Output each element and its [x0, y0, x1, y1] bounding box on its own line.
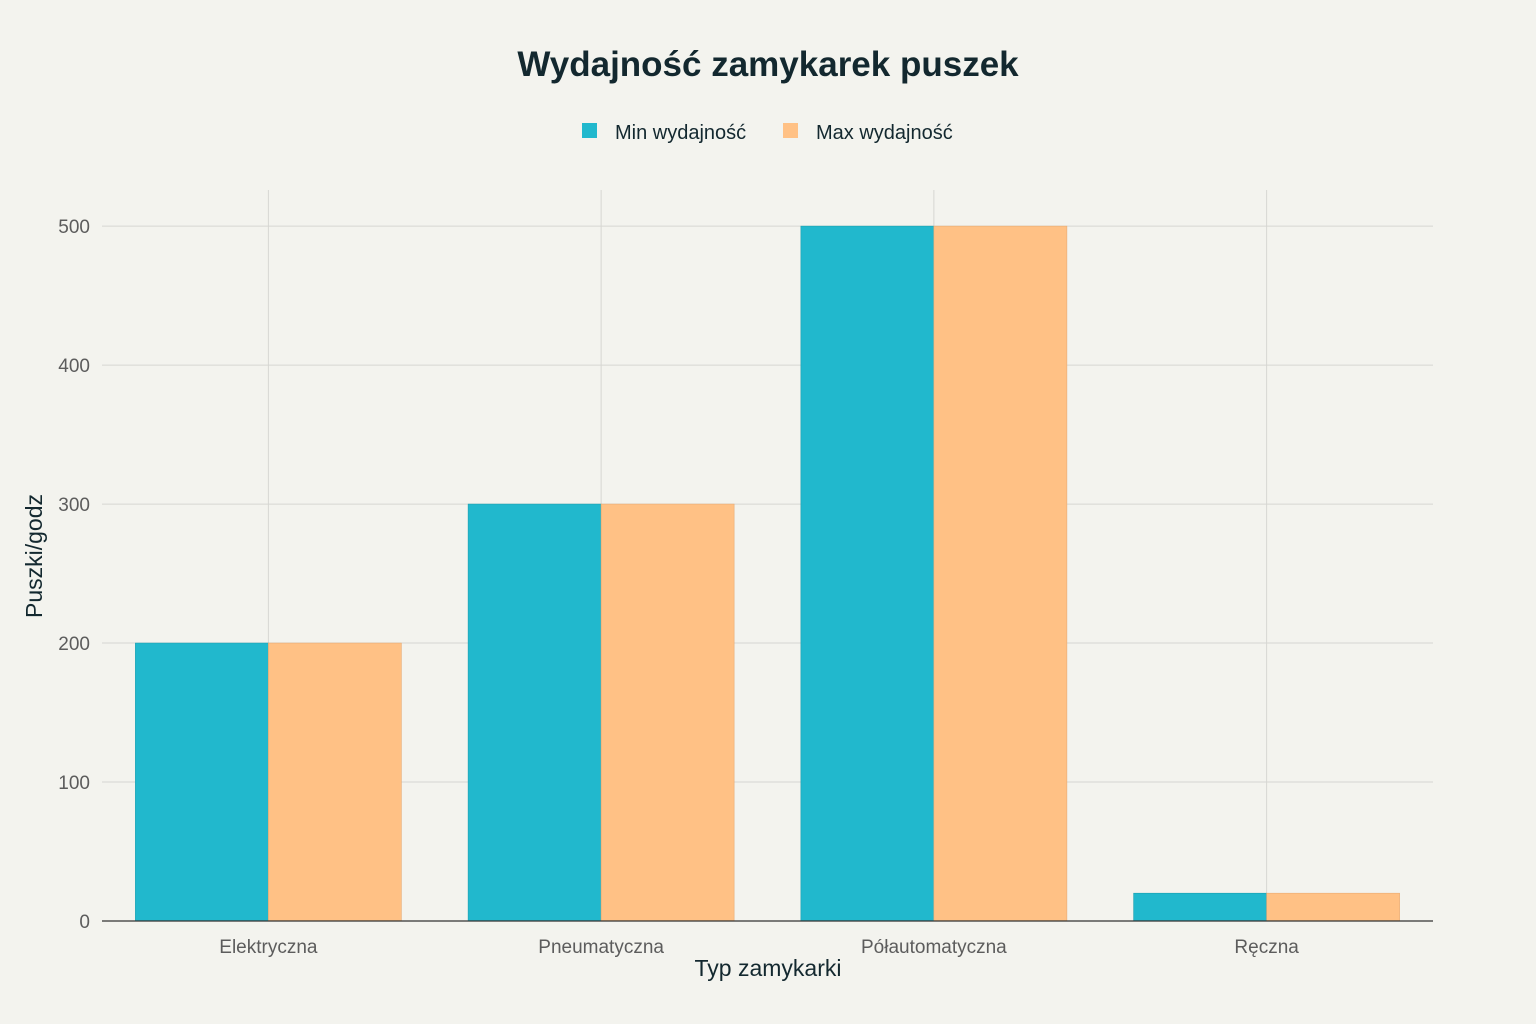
- legend: Min wydajność Max wydajność: [582, 122, 953, 144]
- legend-label-max[interactable]: Max wydajność: [816, 122, 953, 144]
- y-tick-label: 0: [79, 912, 90, 933]
- legend-swatch-max: [783, 123, 798, 138]
- bar-min: [135, 642, 269, 922]
- bar-min: [467, 503, 602, 922]
- bar-min: [800, 225, 935, 922]
- y-tick-label: 200: [58, 634, 90, 655]
- legend-swatch-min: [582, 123, 597, 138]
- x-axis-title: Typ zamykarki: [695, 955, 842, 981]
- y-tick-label: 500: [58, 217, 90, 238]
- y-tick-label: 100: [58, 773, 90, 794]
- y-tick-label: 400: [58, 356, 90, 377]
- x-tick-label: Pneumatyczna: [538, 937, 664, 958]
- axes: 0 100 200 300 400 500 Elektryczna Pneumatyczna P…: [58, 217, 1433, 958]
- legend-label-min[interactable]: Min wydajność: [615, 122, 746, 144]
- bar-max: [1266, 892, 1400, 922]
- x-tick-label: Ręczna: [1234, 937, 1299, 958]
- bars: [135, 225, 1400, 922]
- y-axis-title: Puszki/godz: [21, 494, 47, 618]
- bar-max: [268, 642, 402, 922]
- chart-title: Wydajność zamykarek puszek: [517, 45, 1019, 84]
- bar-max: [600, 503, 735, 922]
- y-tick-label: 300: [58, 495, 90, 516]
- x-tick-label: Elektryczna: [219, 937, 318, 958]
- x-tick-label: Półautomatyczna: [861, 937, 1007, 958]
- bar-max: [933, 225, 1068, 922]
- bar-min: [1133, 892, 1267, 922]
